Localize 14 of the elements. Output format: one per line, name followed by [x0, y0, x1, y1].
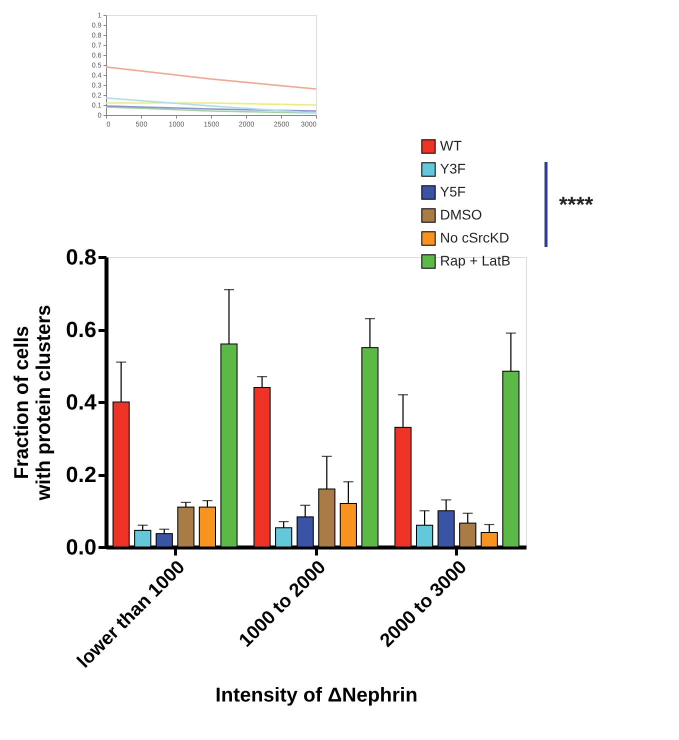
y-tick-label: 0.2: [66, 462, 96, 487]
legend-label: No cSrcKD: [440, 230, 510, 246]
y-axis-title: Fraction of cells with protein clusters: [10, 304, 55, 502]
text: ****: [559, 192, 594, 217]
legend-label: Rap + LatB: [440, 252, 510, 268]
legend-label: WT: [440, 138, 462, 154]
y-tick-label: 0.0: [66, 534, 96, 560]
legend-label: Y5F: [440, 184, 466, 200]
legend-label: DMSO: [440, 206, 482, 222]
legend-label: Y3F: [440, 160, 466, 176]
y-tick-label: 0.8: [66, 244, 96, 270]
x-axis-title: Intensity of ΔNephrin: [215, 684, 418, 707]
y-tick-label: 0.4: [66, 390, 98, 414]
y-tick-label: 0.6: [66, 317, 96, 342]
